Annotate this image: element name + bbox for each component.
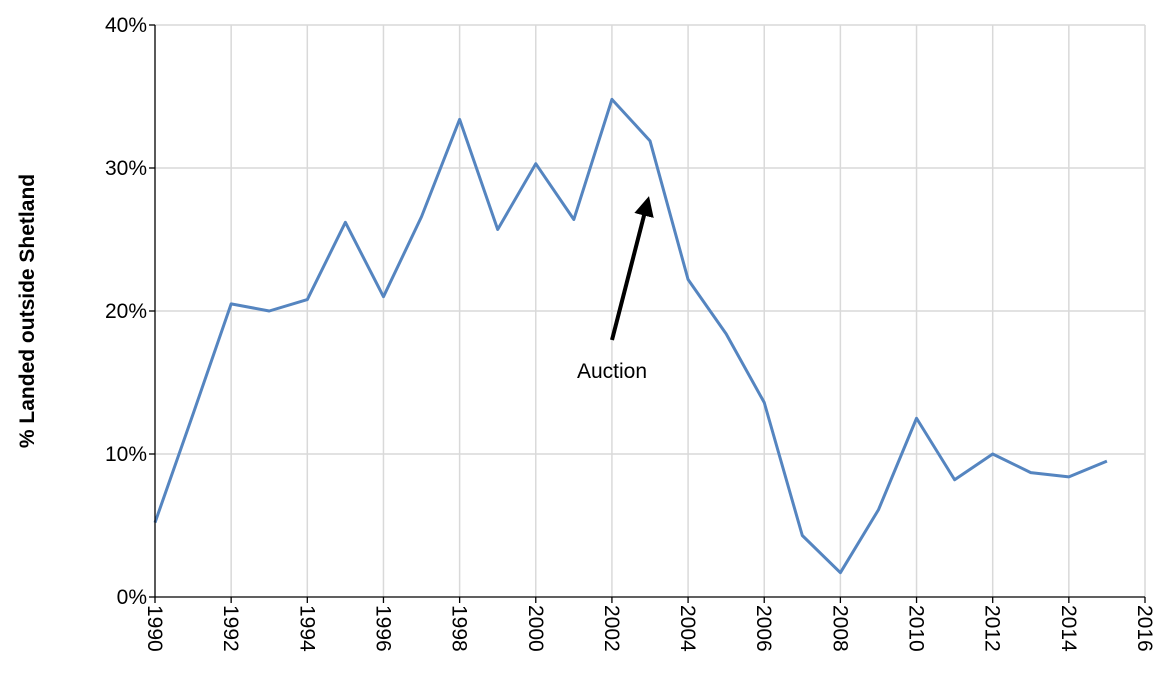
x-tick-label: 2002 (600, 605, 623, 652)
x-tick-label: 1992 (219, 605, 242, 652)
x-tick-label: 2004 (676, 605, 699, 652)
y-tick-label: 30% (105, 157, 147, 180)
x-tick-label: 2014 (1057, 605, 1080, 652)
x-tick-label: 2006 (752, 605, 775, 652)
y-axis-label: % Landed outside Shetland (16, 174, 39, 448)
x-tick-label: 1994 (295, 605, 318, 652)
x-tick-label: 2008 (828, 605, 851, 652)
x-tick-label: 2016 (1133, 605, 1156, 652)
x-tick-label: 1996 (371, 605, 394, 652)
y-tick-label: 20% (105, 300, 147, 323)
data-line (153, 97, 1108, 575)
x-tick-label: 2010 (905, 605, 928, 652)
x-tick-label: 1998 (448, 605, 471, 652)
x-tick-label: 2012 (981, 605, 1004, 652)
y-tick-label: 40% (105, 14, 147, 37)
x-tick-label: 1990 (143, 605, 166, 652)
y-tick-label: 0% (117, 586, 147, 609)
annotation: Auction (577, 360, 647, 383)
y-tick-label: 10% (105, 443, 147, 466)
annotation-arrow (610, 196, 654, 341)
x-tick-label: 2000 (524, 605, 547, 652)
